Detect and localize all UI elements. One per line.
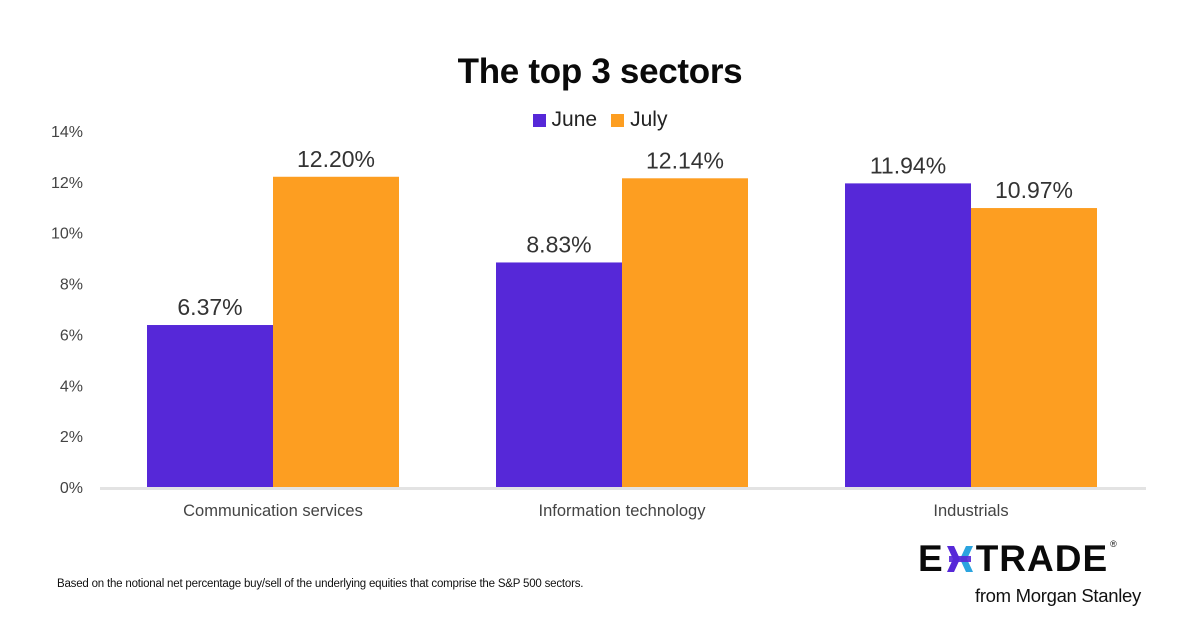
legend-swatch-july [611, 113, 625, 127]
legend-label-june: June [551, 108, 598, 131]
etrade-star-icon [946, 545, 973, 572]
category-label: Communication services [183, 502, 363, 520]
legend-swatch-june [532, 113, 546, 127]
data-label: 12.14% [646, 147, 724, 173]
logo-letter-e: E [918, 538, 944, 579]
data-label: 6.37% [177, 294, 242, 320]
data-label: 11.94% [870, 152, 946, 178]
bar-june [845, 183, 971, 487]
x-axis-line [100, 487, 1146, 490]
legend-item-june: June [532, 108, 598, 132]
bar-july [273, 176, 399, 487]
legend-label-july: July [630, 108, 668, 131]
logo-tagline: from Morgan Stanley [974, 585, 1141, 606]
y-tick-label: 8% [60, 277, 83, 294]
footnote: Based on the notional net percentage buy… [57, 578, 584, 590]
y-tick-label: 2% [60, 429, 83, 446]
bar-june [496, 262, 622, 487]
data-label: 8.83% [526, 231, 591, 257]
category-label: Information technology [539, 502, 707, 520]
y-tick-label: 4% [60, 378, 83, 395]
category-label: Industrials [933, 502, 1008, 520]
data-label: 10.97% [995, 177, 1073, 203]
legend-item-july: July [611, 108, 667, 132]
logo-letters-trade: TRADE [975, 538, 1109, 579]
logo-wordmark: E TRADE ® [918, 538, 1153, 579]
y-tick-label: 0% [60, 480, 83, 497]
y-tick-label: 14% [51, 124, 83, 141]
registered-mark: ® [1110, 539, 1118, 549]
bar-july [971, 208, 1097, 487]
etrade-logo: E TRADE ® from Morgan Stanley [918, 540, 1153, 607]
bar-june [147, 325, 273, 487]
y-tick-label: 10% [51, 226, 83, 243]
y-tick-label: 6% [60, 327, 83, 344]
data-label: 12.20% [297, 146, 375, 172]
bar-july [622, 178, 748, 487]
chart-title: The top 3 sectors [457, 52, 743, 91]
y-tick-label: 12% [51, 175, 83, 192]
legend: June July [0, 108, 1200, 132]
